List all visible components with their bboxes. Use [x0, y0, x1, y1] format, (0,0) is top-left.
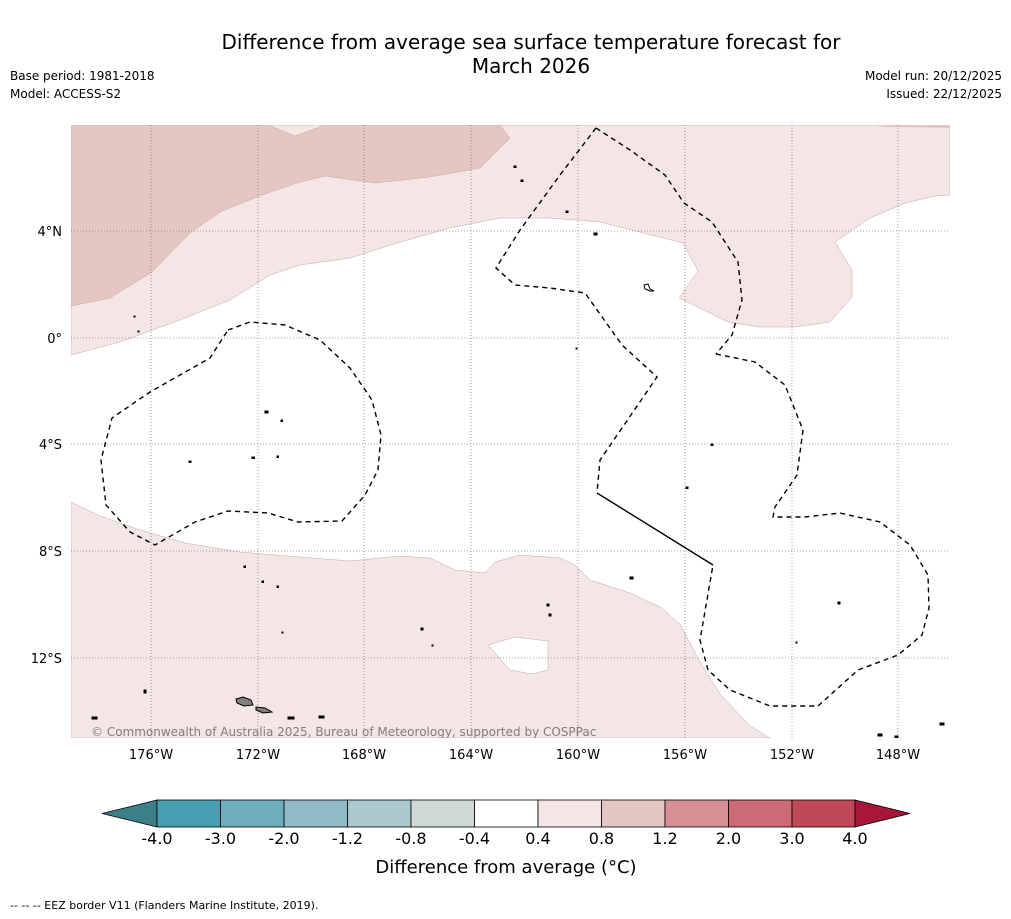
colorbar-seg-1	[156, 799, 221, 828]
lon-label-176w: 176°W	[129, 748, 173, 763]
colorbar-seg-6	[474, 799, 539, 828]
latitude-labels: 4°N 0° 4°S 8°S 12°S	[31, 225, 62, 667]
lat-label-8s: 8°S	[39, 545, 62, 560]
copyright-text: © Commonwealth of Australia 2025, Bureau…	[91, 725, 596, 739]
lon-label-168w: 168°W	[342, 748, 386, 763]
colorbar-seg-11	[791, 799, 856, 828]
cb-tick-4: -0.8	[395, 829, 426, 848]
islands	[91, 165, 945, 738]
eez-border-solid-segment	[596, 492, 714, 566]
colorbar-title: Difference from average (°C)	[375, 857, 636, 878]
meta-right: Model run: 20/12/2025 Issued: 22/12/2025	[865, 67, 1002, 103]
colorbar-seg-7	[537, 799, 602, 828]
cb-tick-5: -0.4	[459, 829, 490, 848]
cb-tick-3: -1.2	[332, 829, 363, 848]
base-period-text: Base period: 1981-2018	[10, 69, 155, 83]
title-line-1: Difference from average sea surface temp…	[221, 30, 841, 54]
issued-text: Issued: 22/12/2025	[886, 87, 1002, 101]
lon-label-164w: 164°W	[449, 748, 493, 763]
colorbar-seg-3	[283, 799, 348, 828]
eez-border-cook	[699, 353, 930, 707]
model-run-text: Model run: 20/12/2025	[864, 69, 1002, 83]
neutral-pocket-south	[487, 636, 549, 675]
graticule	[71, 125, 950, 738]
colorbar-seg-5	[410, 799, 475, 828]
lon-label-152w: 152°W	[770, 748, 814, 763]
colorbar-seg-2	[220, 799, 285, 828]
meta-left: Base period: 1981-2018 Model: ACCESS-S2	[10, 67, 155, 103]
longitude-labels: 176°W 172°W 168°W 164°W 160°W 156°W 152°…	[129, 748, 920, 763]
cb-tick-11: 4.0	[842, 829, 867, 848]
eez-border-phoenix-line	[595, 127, 743, 355]
eez-borders	[100, 127, 930, 707]
samoa-island-savaii	[235, 696, 254, 707]
lat-label-0: 0°	[47, 332, 62, 347]
title-line-2: March 2026	[471, 54, 591, 78]
cb-tick-2: -2.0	[268, 829, 299, 848]
cb-tick-0: -4.0	[141, 829, 172, 848]
lon-label-156w: 156°W	[663, 748, 707, 763]
lat-label-12s: 12°S	[31, 652, 62, 667]
lon-label-148w: 148°W	[876, 748, 920, 763]
cb-tick-1: -3.0	[205, 829, 236, 848]
lat-label-4n: 4°N	[38, 225, 63, 240]
cb-tick-8: 1.2	[652, 829, 677, 848]
anomaly-band-south-light	[71, 501, 771, 738]
colorbar-seg-9	[664, 799, 729, 828]
eez-footnote: -- -- -- EEZ border V11 (Flanders Marine…	[10, 899, 319, 912]
sst-anomaly-map: © Commonwealth of Australia 2025, Bureau…	[31, 125, 950, 763]
anomaly-patch-northeast	[870, 125, 950, 128]
colorbar-seg-4	[347, 799, 412, 828]
colorbar-low-extend	[101, 799, 158, 828]
chart-title: Difference from average sea surface temp…	[0, 30, 1011, 78]
colorbar-tick-labels: -4.0 -3.0 -2.0 -1.2 -0.8 -0.4 0.4 0.8 1.…	[141, 829, 867, 848]
cb-tick-9: 2.0	[716, 829, 741, 848]
cb-tick-6: 0.4	[525, 829, 550, 848]
eez-border-tokelau	[100, 321, 382, 546]
colorbar-seg-8	[601, 799, 666, 828]
cb-tick-10: 3.0	[779, 829, 804, 848]
lon-label-160w: 160°W	[556, 748, 600, 763]
anomaly-band-north-dark	[71, 125, 511, 307]
lat-label-4s: 4°S	[39, 438, 62, 453]
model-text: Model: ACCESS-S2	[10, 87, 122, 101]
colorbar-high-extend	[854, 799, 911, 828]
lon-label-172w: 172°W	[236, 748, 280, 763]
cb-tick-7: 0.8	[589, 829, 614, 848]
colorbar-seg-10	[728, 799, 793, 828]
samoa-island-upolu	[255, 706, 274, 714]
kiritimati-island	[643, 283, 655, 292]
